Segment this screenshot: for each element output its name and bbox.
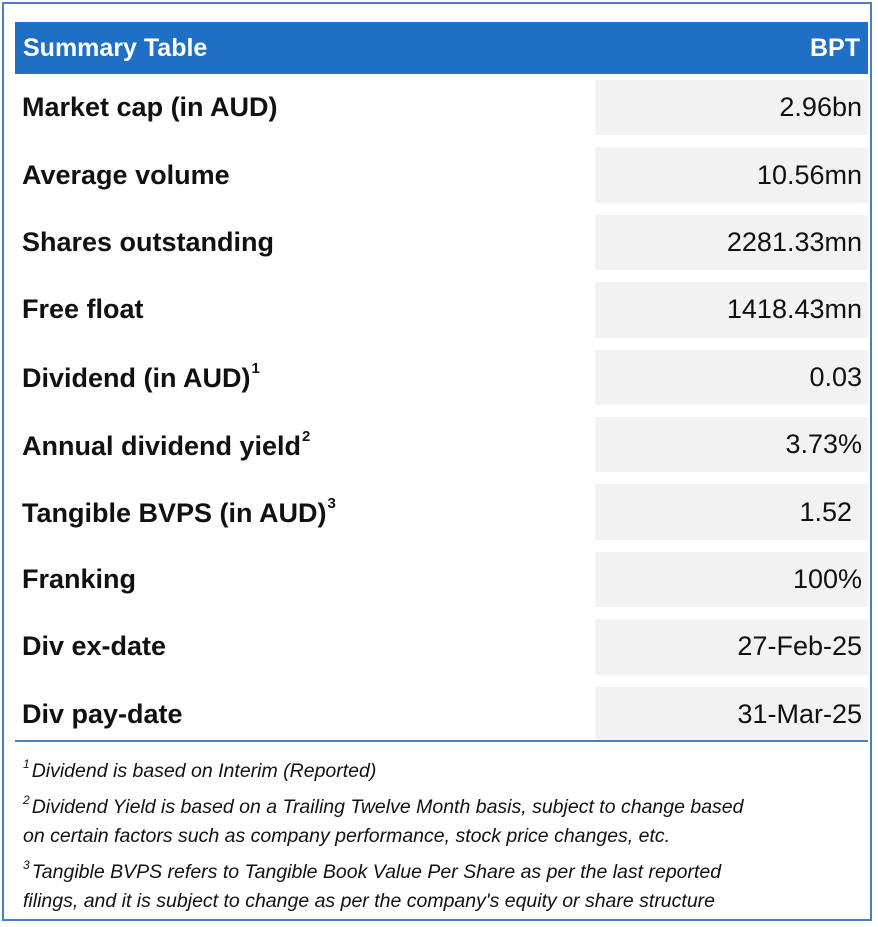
- table-row: Div pay-date 31-Mar-25: [15, 681, 868, 748]
- table-row: Shares outstanding 2281.33mn: [15, 209, 868, 276]
- table-row: Free float 1418.43mn: [15, 276, 868, 343]
- table-row: Market cap (in AUD) 2.96bn: [15, 74, 868, 141]
- row-value: 2.96bn: [595, 80, 868, 136]
- footnote-marker: 2: [302, 427, 311, 445]
- row-value: 0.03: [595, 349, 868, 405]
- footnote-3: 3 Tangible BVPS refers to Tangible Book V…: [23, 858, 722, 883]
- footnote-divider: [15, 740, 868, 742]
- row-label: Tangible BVPS (in AUD)3: [22, 495, 336, 529]
- row-label: Shares outstanding: [22, 226, 275, 257]
- row-label: Dividend (in AUD)1: [22, 360, 260, 394]
- row-value: 100%: [595, 551, 868, 608]
- table-row: Div ex-date 27-Feb-25: [15, 613, 868, 680]
- ticker-label: BPT: [810, 33, 860, 62]
- summary-rows: Market cap (in AUD) 2.96bn Average volum…: [15, 74, 868, 748]
- row-value: 27-Feb-25: [595, 619, 868, 675]
- row-label: Free float: [22, 294, 144, 325]
- table-title: Summary Table: [23, 33, 208, 62]
- row-value: 2281.33mn: [595, 214, 868, 271]
- row-label: Div pay-date: [22, 698, 183, 729]
- row-value: 10.56mn: [595, 147, 868, 203]
- table-row: Tangible BVPS (in AUD)3 1.52: [15, 478, 868, 545]
- row-label: Annual dividend yield2: [22, 427, 311, 461]
- footnote-marker: 3: [327, 495, 336, 513]
- footnote-2: 2 Dividend Yield is based on a Trailing T…: [23, 793, 744, 818]
- footnote-2-cont: on certain factors such as company perfo…: [23, 825, 671, 847]
- table-header: Summary Table BPT: [15, 22, 868, 74]
- row-label: Average volume: [22, 159, 230, 190]
- footnote-marker: 1: [251, 360, 260, 378]
- row-value: 1418.43mn: [595, 282, 868, 338]
- row-label: Market cap (in AUD): [22, 92, 278, 123]
- table-row: Franking 100%: [15, 546, 868, 613]
- row-value: 31-Mar-25: [595, 686, 868, 742]
- row-value: 3.73%: [595, 416, 868, 473]
- footnote-3-cont: filings, and it is subject to change as …: [23, 890, 716, 912]
- table-row: Annual dividend yield2 3.73%: [15, 411, 868, 478]
- footnotes: 1 Dividend is based on Interim (Reported)…: [23, 750, 863, 916]
- table-row: Dividend (in AUD)1 0.03: [15, 344, 868, 411]
- row-label: Div ex-date: [22, 631, 167, 662]
- table-row: Average volume 10.56mn: [15, 141, 868, 208]
- footnote-1: 1 Dividend is based on Interim (Reported): [23, 757, 377, 782]
- row-value: 1.52: [595, 484, 868, 540]
- row-label: Franking: [22, 563, 137, 594]
